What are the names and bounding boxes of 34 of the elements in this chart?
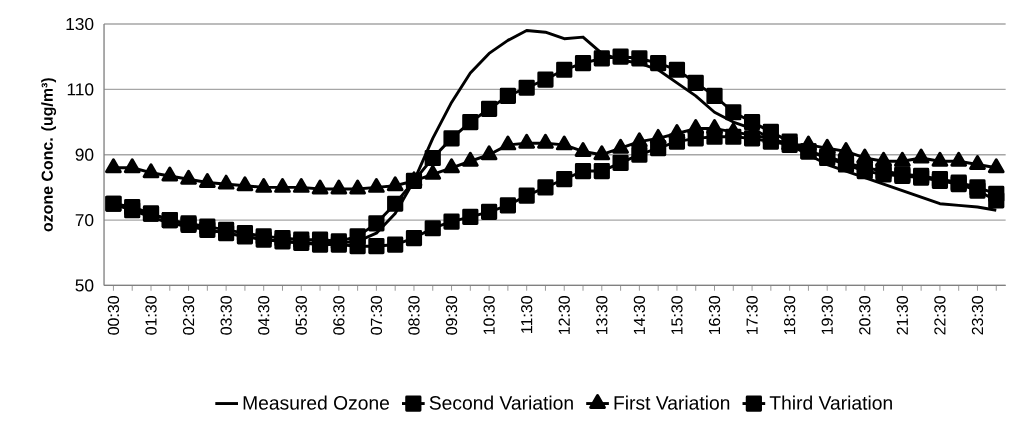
x-tick-label: 15:30 — [671, 296, 683, 335]
x-tick-label: 19:30 — [821, 296, 833, 335]
y-tick-label: 110 — [67, 83, 94, 96]
legend-label: First Variation — [614, 395, 730, 410]
x-tick-label: 23:30 — [971, 296, 984, 335]
y-tick-label: 130 — [66, 17, 94, 31]
x-tick-label: 06:30 — [333, 296, 345, 335]
y-tick-label: 50 — [75, 279, 94, 292]
x-tick-label: 11:30 — [521, 296, 533, 334]
x-tick-label: 20:30 — [859, 296, 871, 335]
x-tick-label: 12:30 — [558, 296, 570, 335]
x-tick-label: 13:30 — [596, 296, 608, 335]
legend-label: Measured Ozone — [243, 395, 390, 410]
y-axis-title: ozone Conc. (ug/m³) — [41, 78, 57, 232]
x-tick-label: 02:30 — [182, 296, 195, 335]
x-tick-label: 08:30 — [408, 296, 420, 335]
x-tick-label: 01:30 — [145, 296, 157, 335]
x-tick-label: 21:30 — [896, 296, 908, 335]
y-tick-label: 90 — [75, 148, 94, 161]
x-tick-label: 17:30 — [746, 296, 758, 335]
legend-label: Third Variation — [769, 395, 892, 410]
x-tick-label: 04:30 — [258, 296, 270, 335]
x-tick-label: 07:30 — [370, 296, 383, 335]
legend-label: Second Variation — [429, 395, 573, 410]
x-tick-label: 18:30 — [784, 296, 796, 335]
x-tick-label: 16:30 — [708, 296, 721, 335]
x-tick-label: 22:30 — [934, 296, 946, 335]
x-tick-label: 03:30 — [220, 296, 232, 335]
x-tick-label: 10:30 — [483, 296, 495, 335]
x-tick-label: 09:30 — [445, 296, 458, 335]
y-tick-label: 70 — [75, 214, 94, 227]
x-tick-label: 05:30 — [295, 296, 307, 335]
x-tick-label: 14:30 — [633, 296, 646, 335]
x-tick-label: 00:30 — [107, 296, 120, 335]
